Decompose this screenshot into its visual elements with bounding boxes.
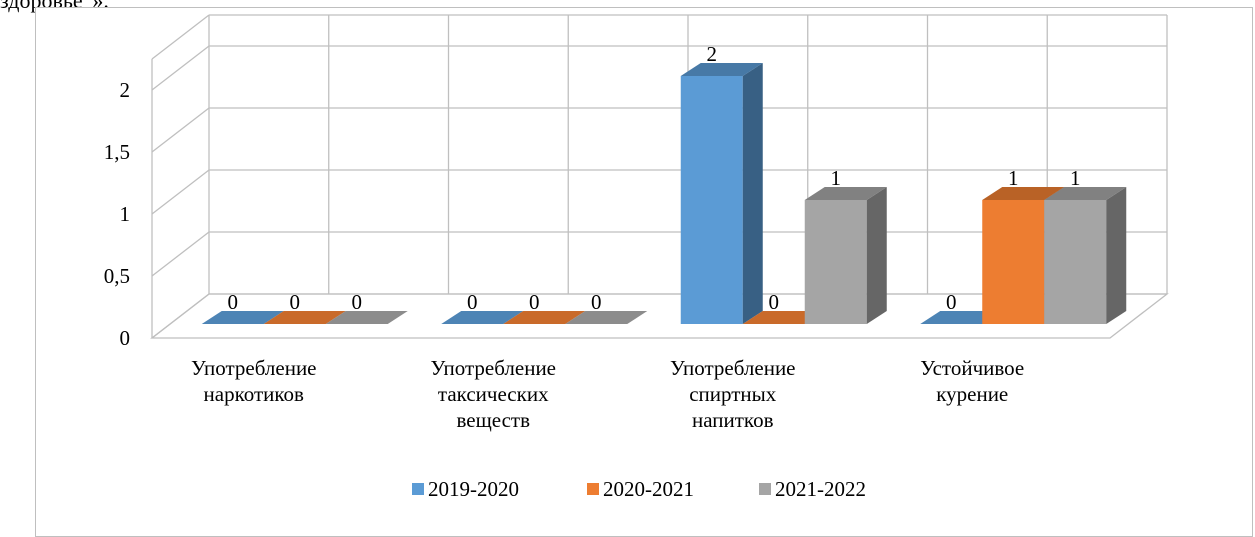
bar-top [201,311,284,324]
y-tick-label: 2 [120,78,131,102]
gridline-side-top [151,14,210,60]
data-labels: 0 0 0 0 0 0 2 0 1 0 1 1 [228,42,1081,314]
bar-front [680,76,743,324]
data-label: 0 [769,290,780,314]
x-tick-label-line: курение [936,382,1008,406]
gridline-side [151,107,210,153]
gridline-side [151,293,210,339]
legend-label: 2020-2021 [603,477,694,501]
document-text: здоровье”». [0,0,109,13]
y-tick-label: 0,5 [104,264,130,288]
chart-bars [201,63,1127,324]
bar-side [1106,187,1127,324]
x-tick-label-line: Употребление [431,356,557,380]
x-tick-label-line: наркотиков [204,382,304,406]
bar [804,187,887,324]
data-label: 0 [467,290,478,314]
x-tick-label: Употребление спиртных напитков [670,356,796,432]
bar-front [982,200,1045,324]
x-tick-label-line: Употребление [191,356,317,380]
bar-side [742,63,763,324]
data-label: 0 [290,290,301,314]
bar [565,311,648,324]
legend-swatch [587,483,599,495]
legend: 2019-2020 2020-2021 2021-2022 [412,477,866,501]
gridline-side [151,45,210,91]
bar-top [565,311,648,324]
x-tick-label: Употребление таксических веществ [431,356,557,432]
legend-swatch [412,483,424,495]
bar-top [263,311,346,324]
data-label: 0 [946,290,957,314]
y-tick-label: 0 [120,326,131,350]
gridline-side [151,169,210,215]
bar-top [1044,187,1127,200]
bar [441,311,524,324]
bar-side [866,187,887,324]
data-label: 0 [228,290,239,314]
y-tick-label: 1 [120,202,131,226]
bar [201,311,284,324]
bar-top [325,311,408,324]
bar-top [804,187,887,200]
bar-front [1044,200,1107,324]
legend-label: 2021-2022 [775,477,866,501]
data-label: 0 [352,290,363,314]
x-tick-label: Употребление наркотиков [191,356,317,406]
x-tick-label-line: веществ [456,408,530,432]
bar [920,311,1003,324]
data-label: 1 [831,166,842,190]
y-axis-labels: 0 0,5 1 1,5 2 [104,78,130,350]
data-label: 0 [591,290,602,314]
x-tick-label-line: спиртных [689,382,777,406]
data-label: 1 [1070,166,1081,190]
bar-top [742,311,825,324]
bar-top [680,63,763,76]
bar-top [503,311,586,324]
bar [680,63,763,324]
x-tick-label-line: Устойчивое [920,356,1024,380]
data-label: 1 [1008,166,1019,190]
x-tick-label-line: Употребление [670,356,796,380]
bar-top [441,311,524,324]
bar-top [982,187,1065,200]
legend-swatch [759,483,771,495]
data-label: 0 [529,290,540,314]
y-tick-label: 1,5 [104,140,130,164]
bar [742,311,825,324]
bar [325,311,408,324]
data-label: 2 [707,42,718,66]
x-tick-label-line: напитков [692,408,774,432]
bar [263,311,346,324]
x-tick-label-line: таксических [438,382,549,406]
bar [1044,187,1127,324]
bar [503,311,586,324]
legend-label: 2019-2020 [428,477,519,501]
bar-top [920,311,1003,324]
x-tick-label: Устойчивое курение [920,356,1024,406]
gridline-side [151,231,210,277]
bar-front [804,200,867,324]
